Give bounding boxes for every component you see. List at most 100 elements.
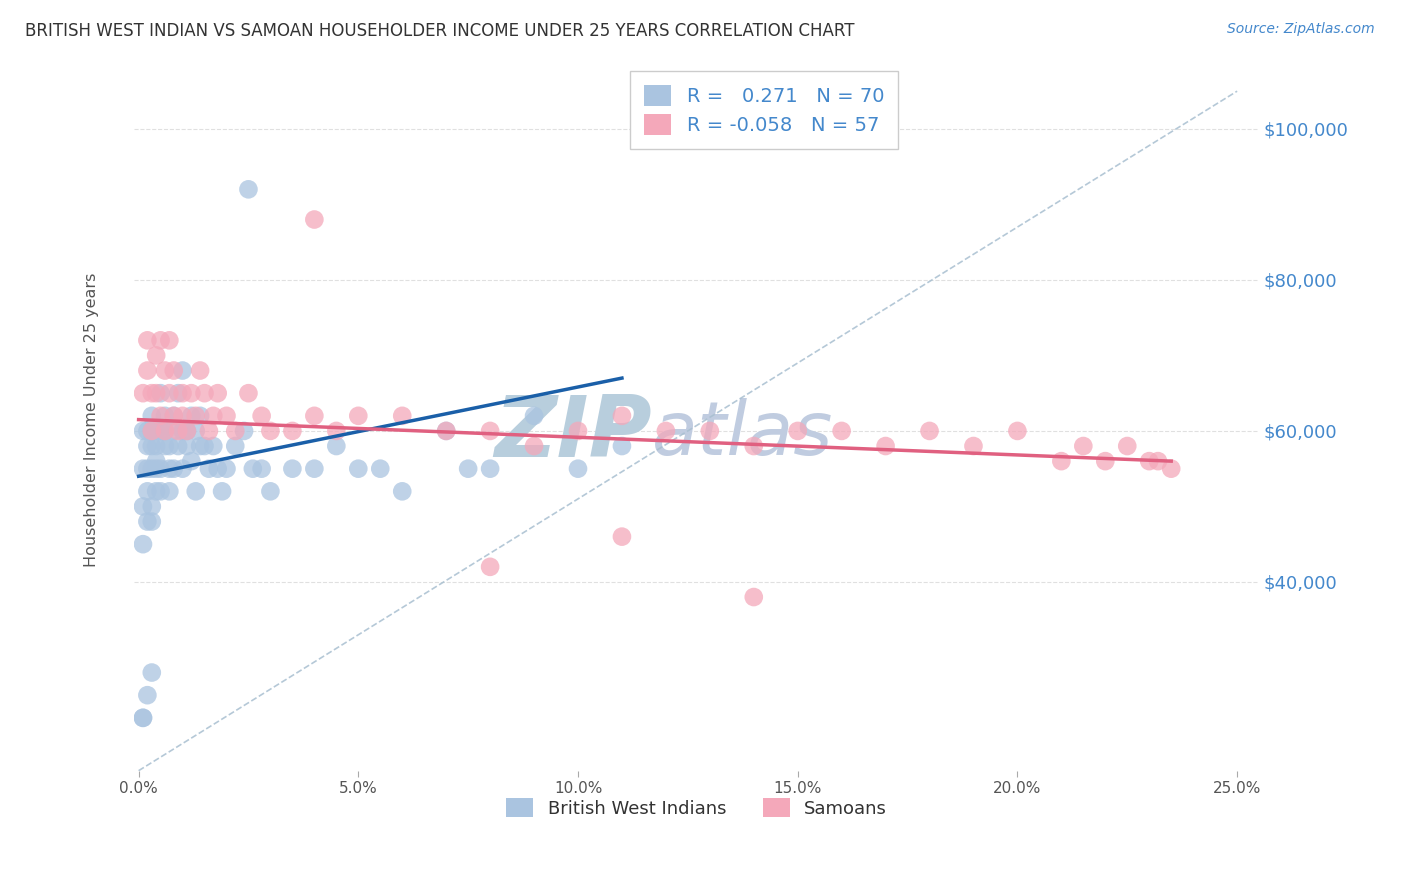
Point: [141, 515, 163, 529]
Point: [172, 386, 194, 401]
Point: [962, 439, 984, 453]
Point: [1007, 424, 1029, 438]
Point: [918, 424, 941, 438]
Point: [163, 363, 186, 377]
Point: [145, 454, 167, 468]
Point: [368, 461, 391, 475]
Point: [198, 461, 221, 475]
Point: [184, 484, 207, 499]
Point: [831, 424, 853, 438]
Point: [132, 461, 155, 475]
Point: [145, 461, 167, 475]
Point: [141, 439, 163, 453]
Point: [149, 461, 172, 475]
Point: [180, 386, 202, 401]
Point: [172, 363, 194, 377]
Point: [457, 461, 479, 475]
Point: [224, 439, 246, 453]
Point: [132, 711, 155, 725]
Point: [163, 461, 186, 475]
Point: [153, 363, 176, 377]
Point: [250, 461, 273, 475]
Point: [141, 386, 163, 401]
Point: [141, 424, 163, 438]
Point: [211, 484, 233, 499]
Text: Householder Income Under 25 years: Householder Income Under 25 years: [84, 272, 98, 566]
Point: [523, 409, 546, 423]
Point: [259, 484, 281, 499]
Point: [176, 439, 198, 453]
Point: [224, 424, 246, 438]
Point: [325, 439, 347, 453]
Point: [136, 363, 159, 377]
Point: [149, 484, 172, 499]
Point: [157, 439, 180, 453]
Point: [136, 334, 159, 348]
Point: [167, 386, 190, 401]
Point: [145, 348, 167, 362]
Point: [304, 461, 326, 475]
Point: [742, 590, 765, 604]
Point: [167, 439, 190, 453]
Point: [136, 424, 159, 438]
Point: [132, 711, 155, 725]
Point: [172, 424, 194, 438]
Point: [188, 363, 211, 377]
Text: atlas: atlas: [651, 398, 832, 470]
Point: [207, 386, 229, 401]
Point: [188, 409, 211, 423]
Point: [304, 409, 326, 423]
Point: [184, 409, 207, 423]
Point: [304, 212, 326, 227]
Point: [145, 386, 167, 401]
Point: [325, 424, 347, 438]
Point: [145, 439, 167, 453]
Point: [153, 439, 176, 453]
Point: [347, 409, 370, 423]
Point: [145, 424, 167, 438]
Point: [176, 424, 198, 438]
Text: Source: ZipAtlas.com: Source: ZipAtlas.com: [1227, 22, 1375, 37]
Point: [136, 439, 159, 453]
Text: ZIP: ZIP: [494, 392, 651, 475]
Point: [193, 439, 215, 453]
Point: [188, 439, 211, 453]
Point: [567, 461, 589, 475]
Point: [136, 688, 159, 702]
Point: [233, 424, 256, 438]
Point: [238, 182, 260, 196]
Point: [180, 454, 202, 468]
Point: [136, 461, 159, 475]
Text: BRITISH WEST INDIAN VS SAMOAN HOUSEHOLDER INCOME UNDER 25 YEARS CORRELATION CHAR: BRITISH WEST INDIAN VS SAMOAN HOUSEHOLDE…: [25, 22, 855, 40]
Point: [391, 409, 413, 423]
Point: [163, 424, 186, 438]
Point: [610, 530, 633, 544]
Point: [215, 461, 238, 475]
Point: [149, 386, 172, 401]
Point: [141, 424, 163, 438]
Point: [132, 386, 155, 401]
Point: [136, 515, 159, 529]
Point: [153, 424, 176, 438]
Point: [202, 409, 225, 423]
Point: [193, 386, 215, 401]
Point: [157, 334, 180, 348]
Point: [176, 424, 198, 438]
Point: [1116, 439, 1139, 453]
Point: [153, 409, 176, 423]
Point: [391, 484, 413, 499]
Point: [215, 409, 238, 423]
Point: [198, 424, 221, 438]
Point: [153, 424, 176, 438]
Point: [163, 409, 186, 423]
Point: [141, 461, 163, 475]
Point: [141, 500, 163, 514]
Point: [132, 500, 155, 514]
Point: [149, 334, 172, 348]
Point: [434, 424, 457, 438]
Point: [149, 409, 172, 423]
Point: [238, 386, 260, 401]
Point: [1137, 454, 1160, 468]
Point: [479, 424, 502, 438]
Point: [184, 424, 207, 438]
